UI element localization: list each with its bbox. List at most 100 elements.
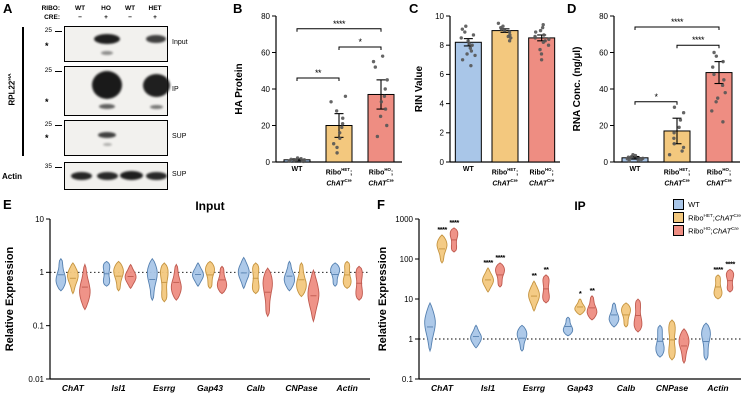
blot-band — [102, 143, 112, 146]
data-point — [340, 121, 345, 126]
rpl22-bracket-line — [22, 27, 24, 156]
significance-stars: * — [579, 289, 582, 298]
significance-stars: **** — [713, 265, 723, 274]
y-tick-label: 0 — [440, 158, 445, 167]
significance-stars: **** — [495, 253, 505, 262]
data-point — [294, 158, 299, 162]
rin-value-chart: 0 2 4 6 8 10 RIN Value — [414, 12, 560, 167]
data-point — [533, 34, 537, 39]
data-point — [300, 159, 305, 163]
x-gene-label: ChAT — [430, 383, 454, 393]
data-point — [672, 136, 676, 140]
y-tick-label: 10 — [404, 295, 413, 304]
blot-fraction-label: Input — [172, 39, 188, 46]
data-point — [506, 34, 510, 39]
data-point — [543, 39, 547, 43]
data-point — [507, 30, 512, 34]
data-point — [722, 78, 726, 82]
x-category-label: RiboHET; ChATCre — [325, 167, 353, 188]
blot-band — [99, 104, 115, 109]
mw-marker-label: 25 — [44, 121, 52, 128]
legend-row: RiboHO;ChATCre — [673, 225, 741, 236]
y-tick-label: 6 — [440, 70, 445, 79]
data-point — [382, 94, 387, 99]
data-point — [468, 46, 473, 50]
data-point — [680, 149, 684, 153]
blot-band — [70, 172, 92, 180]
mw-marker-tick — [55, 125, 62, 127]
data-point — [711, 65, 715, 69]
data-point — [672, 142, 676, 146]
data-point — [538, 28, 543, 33]
data-point — [335, 145, 339, 150]
ip-blot — [64, 66, 170, 116]
data-point — [539, 58, 544, 62]
data-point — [710, 109, 714, 113]
legend-label: WT — [688, 200, 700, 209]
blot-fraction-label: SUP — [172, 171, 187, 178]
x-gene-label: Esrrg — [153, 383, 176, 393]
data-point — [533, 30, 538, 34]
data-point — [714, 100, 718, 104]
y-tick-label: 4 — [440, 99, 445, 108]
significance-stars: **** — [449, 218, 459, 227]
data-point — [667, 153, 672, 157]
data-point — [385, 78, 389, 82]
data-point — [469, 63, 473, 68]
data-point — [547, 37, 551, 42]
legend-row: RiboHET;ChATCre — [673, 212, 741, 223]
panel-letter-d: D — [567, 1, 577, 16]
data-point — [502, 28, 507, 33]
sup-blot — [64, 120, 168, 156]
significance-stars: ** — [532, 271, 537, 280]
y-tick-label: 0 — [604, 158, 609, 167]
panel-a-western-blots: RIBO: CRE: RPL22HA Actin WT HO WT HET − + − +25… — [0, 0, 230, 198]
mw-marker-label: 25 — [44, 67, 52, 74]
data-point — [631, 153, 635, 157]
x-category-label: RiboHET; ChATCre — [491, 167, 519, 188]
ribo-lane-value: HO — [101, 5, 111, 12]
y-tick-label: 10 — [435, 12, 444, 21]
significance-stars: **** — [483, 258, 493, 267]
input-violin-chart: 0.01 0.1 1 10 Relative Expression Input — [4, 199, 370, 384]
blot-band — [145, 172, 167, 180]
data-point — [542, 33, 546, 37]
data-point — [712, 72, 716, 77]
data-point — [681, 111, 686, 115]
y-axis-title: RNA Conc. (ng/µl) — [572, 47, 583, 132]
blot-fraction-label: SUP — [172, 133, 187, 140]
data-point — [546, 43, 551, 47]
x-gene-label: ChAT — [61, 383, 84, 393]
x-gene-label: Actin — [336, 383, 358, 393]
data-point — [460, 27, 465, 31]
panel-letter-a: A — [3, 1, 13, 16]
data-point — [626, 155, 631, 159]
panel-f-ip-violin: **** **** ** * **** **** **** ** ** **** 0.1 1 10 100… — [375, 199, 747, 401]
x-gene-label: Esrrg — [522, 383, 546, 393]
y-axis-title: RIN Value — [414, 66, 425, 113]
x-category-label: WT — [462, 166, 474, 173]
data-point — [463, 30, 467, 34]
legend-label: RiboHO;ChATCre — [688, 225, 739, 236]
bar — [491, 30, 519, 163]
x-gene-label: Gap43 — [567, 383, 593, 393]
y-axis-title: Relative Expression — [377, 246, 389, 351]
x-gene-label: Calb — [616, 383, 636, 393]
significance-stars: ** — [590, 286, 595, 295]
significance-bracket — [634, 101, 678, 105]
mw-marker-tick — [55, 71, 62, 73]
significance-bracket — [676, 44, 720, 49]
ip-violin-chart: *******************************0.1110100… — [377, 199, 741, 384]
data-point — [721, 59, 725, 64]
significance-bracket — [296, 28, 382, 32]
data-point — [466, 39, 470, 43]
significance-stars: **** — [692, 35, 705, 45]
legend: WT RiboHET;ChATCre RiboHO;ChATCre — [673, 199, 741, 238]
blot-band — [101, 51, 113, 55]
x-category-label: RiboHO; ChATCre — [368, 167, 394, 188]
data-point — [720, 83, 725, 88]
nonspecific-band-star: * — [45, 41, 49, 51]
